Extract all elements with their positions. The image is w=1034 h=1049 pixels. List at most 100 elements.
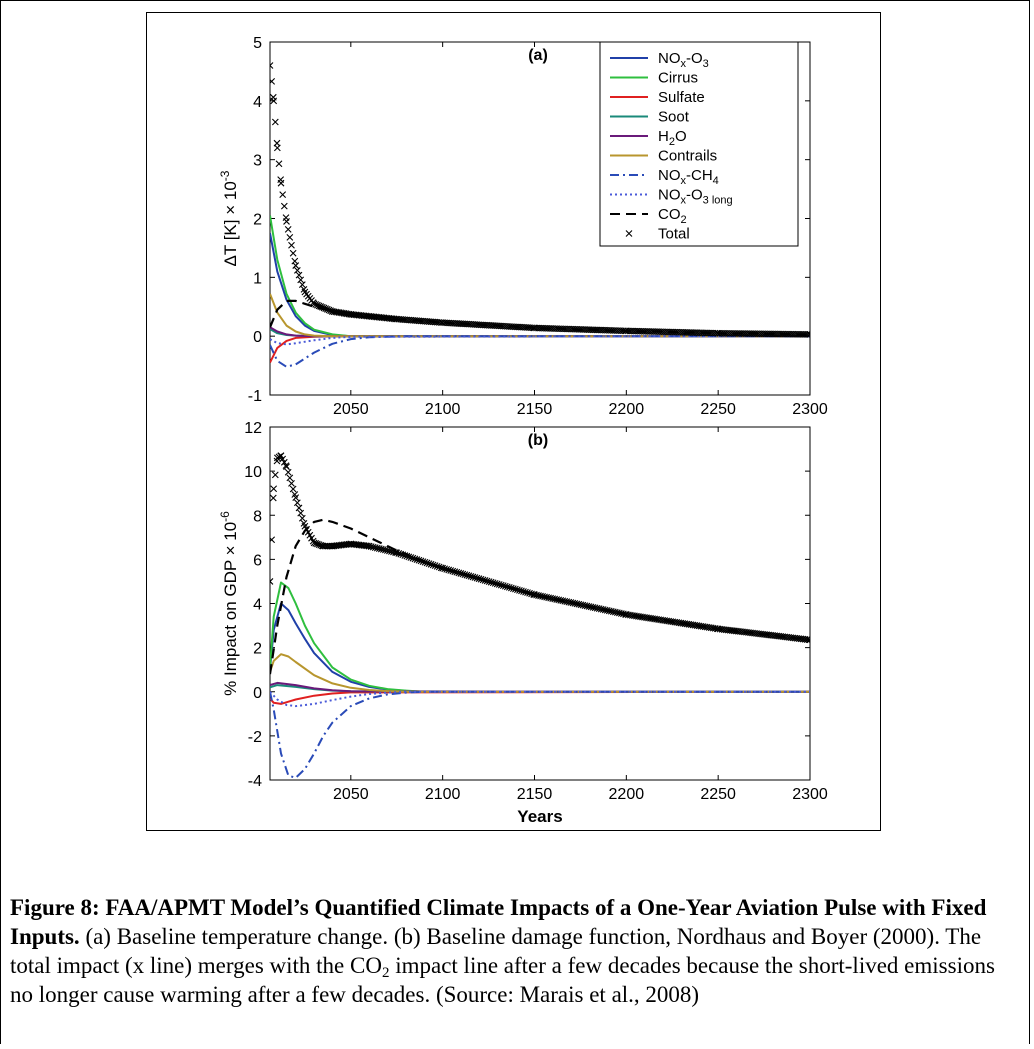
total-marker [541,593,548,601]
total-marker [475,575,483,583]
total-marker [514,586,521,594]
legend-label: Contrails [658,148,717,165]
total-marker [493,580,501,588]
y-tick-label: 4 [253,94,262,111]
total-marker [449,567,457,575]
total-marker [447,567,455,574]
series-total [270,452,810,644]
total-marker [399,551,407,559]
legend-item: NOx-O3 [610,50,709,70]
legend-item: Cirrus [610,70,698,87]
total-marker [806,636,810,644]
x-tick-label: 2150 [517,786,553,803]
total-marker [524,589,531,597]
total-marker [459,570,467,578]
total-marker [393,549,401,557]
y-tick-label: 0 [253,329,262,346]
total-marker [419,558,427,565]
total-marker [479,576,487,584]
total-marker [271,118,279,126]
total-marker [577,601,585,609]
series-group [270,62,810,368]
total-marker [421,558,429,566]
total-marker [599,606,607,613]
total-marker [463,571,471,579]
total-marker [270,78,276,85]
total-marker [270,536,276,544]
y-tick-label: 6 [253,552,262,569]
total-marker [615,609,623,617]
total-marker [270,578,274,585]
total-marker [365,542,373,550]
total-marker [579,601,587,609]
total-marker [571,600,579,607]
total-marker [375,545,383,552]
total-marker [292,494,300,501]
y-axis-label: % Impact on GDP × 10-6 [218,511,240,696]
caption-title: Figure 8: FAA/APMT Model’s Quantified Cl… [10,895,987,949]
legend-label: NOx-O3 long [658,187,733,207]
total-marker [497,581,505,589]
total-marker [270,485,278,493]
legend-label: H2O [658,128,687,148]
total-marker [388,548,395,555]
total-marker [298,281,306,289]
figure-frame [146,12,881,831]
total-marker [284,225,292,233]
legend-label: Soot [658,109,690,126]
total-marker [373,544,381,552]
total-marker [409,554,417,562]
total-marker [288,241,295,249]
total-marker [431,562,439,570]
total-marker [619,327,627,335]
total-marker [805,636,810,644]
y-tick-label: 3 [253,153,262,170]
total-marker [469,573,477,581]
total-marker [518,587,525,595]
series-contrails [270,653,810,693]
total-marker [565,598,573,606]
total-marker [465,572,473,580]
total-marker [491,579,499,587]
total-marker [587,603,595,611]
legend-item: NOx-O3 long [610,187,733,207]
x-tick-label: 2150 [517,401,553,418]
total-marker [270,62,274,69]
total-marker [411,555,419,563]
total-marker [549,595,557,602]
total-marker [385,547,393,555]
total-marker [270,494,277,502]
total-marker [277,179,285,187]
legend-item: CO2 [610,206,687,226]
total-marker [279,191,287,199]
y-tick-label: 0 [253,685,262,702]
total-marker [593,604,601,612]
y-tick-label: 5 [253,35,262,52]
legend-item: NOx-CH4 [610,167,719,187]
x-tick-label: 2050 [333,401,369,418]
total-marker [443,565,451,573]
series-sulfate [270,690,810,705]
total-marker [559,597,567,605]
total-marker [429,561,437,569]
legend-item: Contrails [610,148,717,165]
series-sulfate [270,335,810,364]
total-marker [531,591,538,599]
y-tick-label: 12 [244,420,262,437]
total-marker [441,565,449,573]
total-marker [609,608,617,616]
total-marker [405,553,413,561]
total-marker [613,609,621,616]
y-tick-label: -4 [248,773,262,790]
total-marker [295,504,303,512]
legend-label: Total [658,226,690,243]
panel-b-chart: -4 -2 0 2 4 6 8 10 12 2050 2100 2150 2200 2250 2300 (b)… [218,420,828,826]
total-marker [505,584,513,591]
legend-label: Sulfate [658,89,705,106]
total-marker [293,499,301,507]
total-marker [622,327,629,335]
total-marker [533,591,540,599]
x-tick-label: 2050 [333,786,369,803]
